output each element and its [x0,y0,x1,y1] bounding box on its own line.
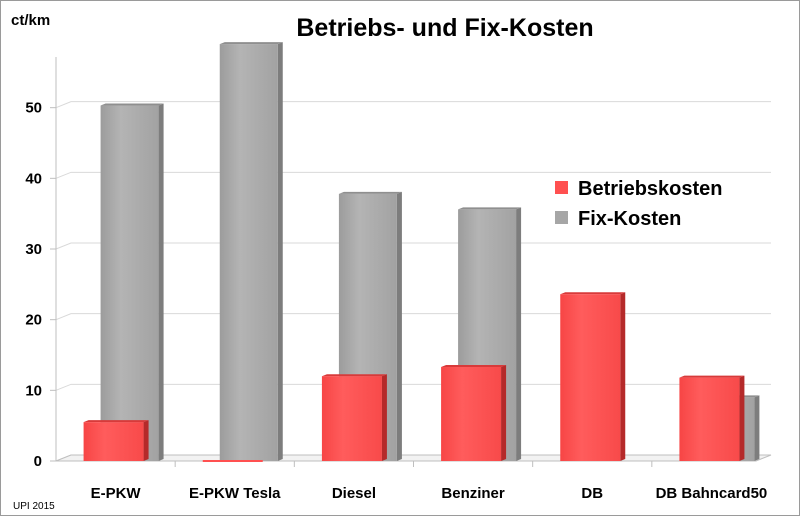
bar-betrieb-4-front [560,294,621,461]
y-axis-unit: ct/km [11,12,50,29]
grid-line [55,171,771,179]
bar-fix-0 [100,103,164,462]
bar-betrieb-5-front [679,377,740,461]
bar-betrieb-2 [321,374,387,461]
bar-betrieb-0 [83,420,149,461]
bar-fix-3-side [516,207,522,461]
legend: Betriebskosten Fix-Kosten [555,178,723,230]
y-tick-label-30: 30 [25,241,42,258]
bar-fix-1-top [219,42,283,45]
grid-line [55,101,771,109]
bar-betrieb-0-side [143,420,149,461]
bar-fix-1 [219,42,283,462]
y-tick-label-0: 0 [34,453,42,470]
bar-fix-2-side [396,191,402,461]
x-tick-label-0: E-PKW [91,485,142,502]
bar-betrieb-4 [560,292,626,461]
bar-fix-0-side [158,103,164,462]
bar-betrieb-2-top [321,374,387,377]
bar-fix-0-front [100,105,159,462]
y-tick-label-50: 50 [25,100,42,117]
grid-line [55,383,771,391]
bars [83,42,760,462]
bar-fix-0-top [100,103,164,106]
bar-betrieb-0-front [83,422,144,461]
bar-betrieb-1 [202,460,263,462]
legend-label-fixkosten: Fix-Kosten [578,208,681,230]
x-tick-label-2: Diesel [332,485,376,502]
bar-betrieb-5 [679,375,745,461]
legend-label-betriebskosten: Betriebskosten [578,178,723,200]
bar-betrieb-5-side [739,375,745,461]
bar-betrieb-3-side [501,365,507,461]
source-note: UPI 2015 [13,501,55,512]
bar-fix-1-side [277,42,283,462]
bar-fix-2-top [338,191,402,194]
x-tick-label-1: E-PKW Tesla [189,485,281,502]
grid-line [55,242,771,250]
bar-fix-3-top [458,207,522,210]
x-tick-label-5: DB Bahncard50 [656,485,768,502]
bar-betrieb-0-top [83,420,149,423]
bar-betrieb-2-front [321,376,382,461]
y-tick-label-40: 40 [25,170,42,187]
bar-betrieb-5-top [679,375,745,378]
legend-swatch-fixkosten [555,211,568,224]
y-tick-label-10: 10 [25,382,42,399]
x-tick-label-4: DB [581,485,603,502]
grid-line [55,313,771,321]
labels: 0 10 20 30 40 50 E-PKW E-PKW Tesla Diesel Benzine… [25,100,767,502]
chart-title: Betriebs- und Fix-Kosten [296,14,593,42]
y-tick-label-20: 20 [25,312,42,329]
bar-betrieb-4-top [560,292,626,295]
legend-swatch-betriebskosten [555,181,568,194]
bar-fix-5-side [754,395,760,461]
bar-betrieb-2-side [381,374,387,461]
bar-betrieb-3-front [441,367,502,461]
bar-betrieb-3-top [441,365,507,368]
bar-betrieb-4-side [620,292,626,461]
x-tick-label-3: Benziner [441,485,505,502]
bar-fix-1-front [219,44,278,462]
bar-betrieb-3 [441,365,507,461]
